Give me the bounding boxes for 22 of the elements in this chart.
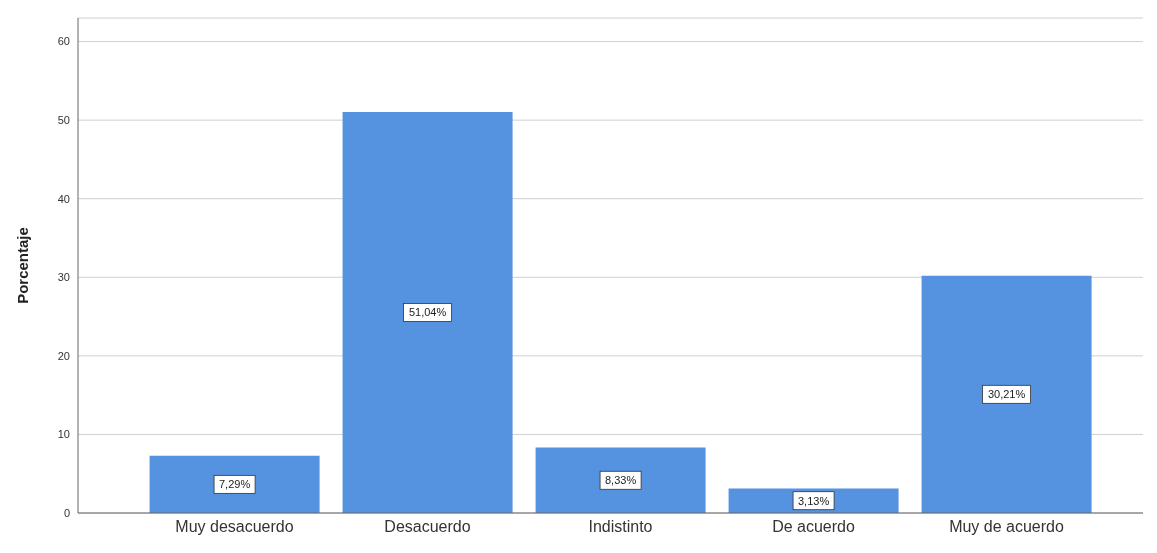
bar [149,455,320,513]
y-tick-label: 50 [57,114,70,127]
x-tick-label: De acuerdo [772,518,855,536]
bar [921,275,1092,513]
y-axis-title: Porcentaje [14,227,32,304]
y-tick-label: 40 [57,192,70,205]
y-tick-label: 10 [57,428,70,441]
data-label: 3,13% [797,494,830,507]
x-tick-label: Indistinto [588,518,653,536]
bar [535,447,706,513]
data-label: 7,29% [218,478,251,491]
data-label: 8,33% [604,474,637,487]
y-tick-label: 60 [57,35,70,48]
data-label: 30,21% [987,388,1026,401]
x-tick-label: Desacuerdo [384,518,471,536]
x-tick-label: Muy desacuerdo [175,518,294,536]
y-tick-label: 20 [57,349,70,362]
data-label: 51,04% [408,306,447,319]
y-tick-label: 30 [57,271,70,284]
x-tick-label: Muy de acuerdo [949,518,1064,536]
bar [342,111,513,513]
y-tick-label: 0 [63,506,70,519]
